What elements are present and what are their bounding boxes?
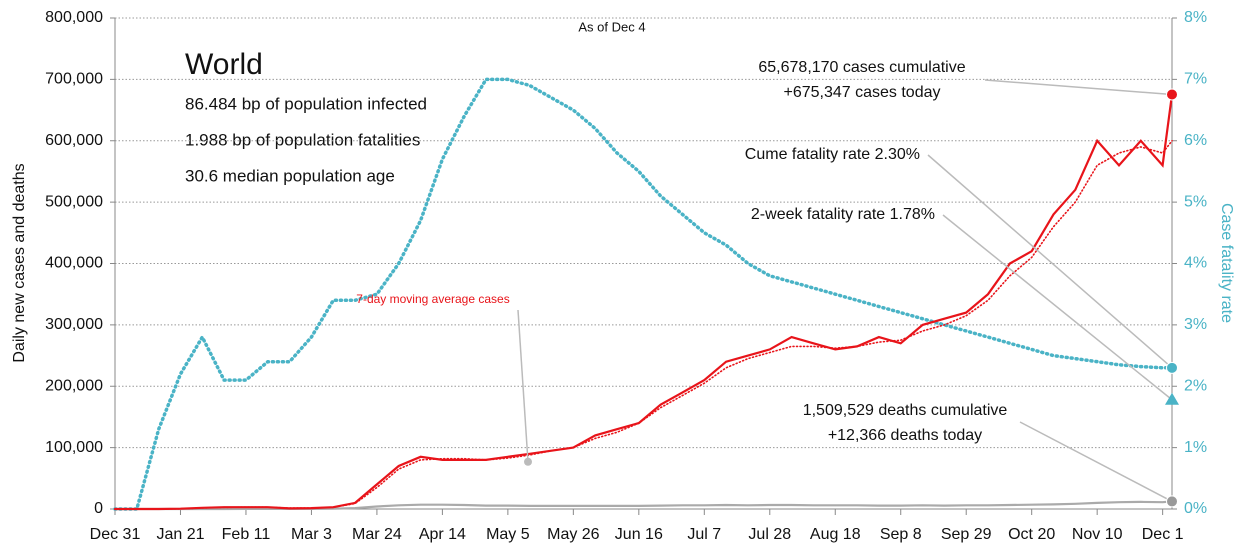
- stat-line: 1.988 bp of population fatalities: [185, 130, 420, 149]
- stat-line: 30.6 median population age: [185, 166, 395, 185]
- x-tick-label: Jan 21: [156, 526, 204, 543]
- x-tick-label: Sep 8: [880, 526, 922, 543]
- leader-line: [1019, 421, 1173, 503]
- y2-tick-label: 3%: [1184, 316, 1207, 333]
- y2-tick-label: 2%: [1184, 377, 1207, 394]
- x-tick-label: Jun 16: [615, 526, 663, 543]
- x-tick-label: Jul 7: [687, 526, 721, 543]
- series-line: [113, 93, 1174, 511]
- end-marker: [1166, 495, 1178, 508]
- chart-subtitle: As of Dec 4: [578, 19, 645, 34]
- x-tick-label: Mar 3: [291, 526, 332, 543]
- y-tick-label: 300,000: [45, 316, 103, 333]
- leader-line: [984, 79, 1173, 96]
- y-tick-label: 0: [94, 500, 103, 517]
- x-tick-label: Oct 20: [1008, 526, 1055, 543]
- y-tick-label: 500,000: [45, 193, 103, 210]
- x-tick-label: Nov 10: [1072, 526, 1123, 543]
- leader-line: [942, 214, 1173, 401]
- y2-tick-label: 0%: [1184, 500, 1207, 517]
- y2-tick-label: 7%: [1184, 71, 1207, 88]
- y2-tick-label: 1%: [1184, 439, 1207, 456]
- x-tick-label: Mar 24: [352, 526, 402, 543]
- series-note: 7-day moving average cases: [356, 292, 509, 306]
- x-tick-label: Sep 29: [941, 526, 992, 543]
- y-tick-label: 200,000: [45, 377, 103, 394]
- leader-line: [927, 154, 1173, 369]
- x-tick-label: Feb 11: [222, 526, 271, 543]
- y-tick-label: 700,000: [45, 71, 103, 88]
- x-tick-label: Dec 31: [90, 526, 141, 543]
- y-tick-label: 100,000: [45, 439, 103, 456]
- callout-text: 2-week fatality rate 1.78%: [751, 206, 935, 223]
- x-tick-label: May 26: [547, 526, 600, 543]
- callout-text: 65,678,170 cases cumulative: [758, 59, 965, 76]
- y2-tick-label: 5%: [1184, 193, 1207, 210]
- y2-tick-label: 4%: [1184, 255, 1207, 272]
- end-marker: [1165, 392, 1179, 405]
- callout-text: +675,347 cases today: [783, 84, 940, 101]
- y-tick-label: 800,000: [45, 9, 103, 26]
- x-tick-label: Aug 18: [810, 526, 861, 543]
- x-tick-label: May 5: [486, 526, 530, 543]
- leader-line: [517, 309, 529, 462]
- y2-axis-label: Case fatality rate: [1218, 203, 1235, 323]
- stat-line: 86.484 bp of population infected: [185, 94, 427, 113]
- series-line: [113, 77, 1174, 511]
- y2-tick-label: 6%: [1184, 132, 1207, 149]
- callout-text: Cume fatality rate 2.30%: [745, 146, 920, 163]
- end-marker: [1166, 361, 1178, 374]
- x-tick-label: Dec 1: [1142, 526, 1184, 543]
- callout-text: +12,366 deaths today: [828, 427, 982, 444]
- callout-text: 1,509,529 deaths cumulative: [803, 402, 1008, 419]
- y-tick-label: 600,000: [45, 132, 103, 149]
- y2-tick-label: 8%: [1184, 9, 1207, 26]
- y-tick-label: 400,000: [45, 255, 103, 272]
- chart-title: World: [185, 48, 263, 81]
- x-tick-label: Apr 14: [419, 526, 466, 543]
- note-marker: [524, 457, 532, 466]
- x-tick-label: Jul 28: [748, 526, 791, 543]
- end-marker: [1166, 88, 1178, 101]
- y-axis-label: Daily new cases and deaths: [11, 163, 28, 362]
